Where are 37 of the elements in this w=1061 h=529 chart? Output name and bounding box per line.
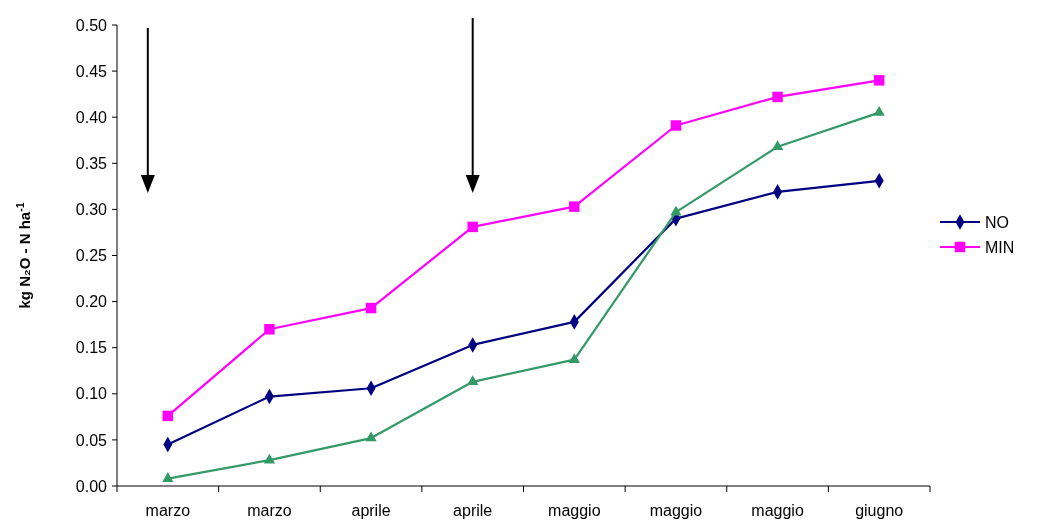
point — [873, 106, 885, 116]
point — [873, 75, 885, 86]
y-tick-label: 0.20 — [75, 293, 108, 311]
x-tick-label: maggio — [649, 502, 703, 519]
point — [670, 205, 682, 216]
point — [569, 201, 580, 212]
point — [365, 302, 377, 314]
x-tick-label: aprile — [351, 502, 391, 519]
point — [263, 453, 276, 464]
x-tick-label: marzo — [247, 502, 292, 519]
point — [264, 324, 275, 335]
point — [365, 431, 377, 442]
x-tick-label: giugno — [855, 502, 904, 519]
x-tick-label: maggio — [548, 502, 601, 519]
y-tick-label: 0.50 — [75, 16, 108, 34]
y-tick-label: 0.00 — [75, 477, 108, 495]
point — [568, 353, 580, 363]
point — [467, 375, 479, 386]
point — [467, 221, 478, 233]
x-tick-label: marzo — [145, 502, 191, 519]
legend-label: NO — [985, 213, 1009, 231]
y-tick-label: 0.40 — [75, 108, 108, 126]
point — [162, 472, 174, 482]
y-tick-label: 0.30 — [75, 201, 108, 218]
y-tick-label: 0.25 — [75, 247, 108, 265]
point — [670, 120, 682, 131]
point — [772, 91, 783, 103]
legend-label: MIN — [985, 238, 1015, 256]
x-tick-label: maggio — [751, 502, 804, 519]
point — [162, 410, 174, 422]
y-tick-label: 0.05 — [75, 431, 108, 449]
x-tick-label: aprile — [453, 502, 493, 519]
point — [771, 140, 784, 150]
y-tick-label: 0.45 — [75, 62, 108, 80]
y-tick-label: 0.35 — [75, 154, 108, 172]
y-tick-label: 0.10 — [75, 385, 108, 403]
y-tick-label: 0.15 — [75, 339, 108, 357]
